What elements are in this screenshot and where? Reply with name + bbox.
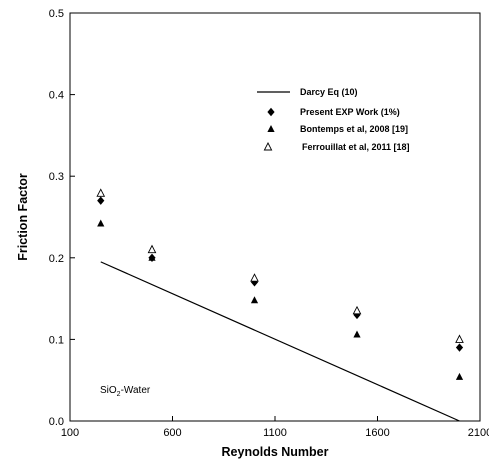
legend-label: Present EXP Work (1%) — [300, 107, 400, 117]
y-tick-label: 0.1 — [49, 334, 64, 346]
data-point-series-1 — [97, 196, 105, 205]
data-point-series-2 — [250, 296, 259, 304]
chart-marks — [96, 188, 464, 422]
y-tick-label: 0.2 — [49, 253, 64, 265]
plot-frame — [69, 12, 481, 422]
data-point-series-3 — [147, 244, 157, 254]
data-point-series-3 — [352, 305, 362, 315]
legend-label: Bontemps et al, 2008 [19] — [300, 124, 408, 134]
annotation-main: SiO — [100, 385, 117, 396]
data-point-series-3 — [96, 188, 106, 197]
data-point-series-2 — [455, 372, 464, 380]
legend: Darcy Eq (10) Present EXP Work (1%) Bontem… — [257, 87, 410, 152]
data-point-series-1 — [455, 343, 464, 352]
annotation-subscript: 2 — [117, 391, 121, 398]
x-axis-title: Reynolds Number — [222, 445, 329, 459]
y-axis-title: Friction Factor — [16, 173, 30, 261]
legend-marker-swatch — [267, 125, 275, 132]
annotation-tail: -Water — [121, 385, 151, 396]
x-tick-label: 600 — [163, 427, 181, 439]
series-line-darcy — [100, 261, 460, 422]
legend-marker-swatch — [263, 142, 273, 151]
x-tick-label: 100 — [61, 427, 79, 439]
data-point-series-3 — [455, 334, 464, 343]
legend-label: Ferrouillat et al, 2011 [18] — [302, 142, 410, 152]
data-point-series-2 — [353, 330, 361, 338]
data-point-series-2 — [148, 253, 156, 261]
y-tick-label: 0.5 — [49, 8, 64, 20]
x-tick-label: 1600 — [365, 427, 389, 439]
data-point-series-3 — [250, 273, 259, 282]
legend-marker-swatch — [267, 107, 275, 117]
annotation-sio2-water: SiO2-Water — [100, 385, 151, 398]
y-tick-label: 0.4 — [49, 90, 64, 102]
y-tick-label: 0.3 — [49, 171, 64, 183]
x-tick-label: 1100 — [263, 427, 287, 439]
data-point-series-2 — [97, 219, 105, 227]
legend-label: Darcy Eq (10) — [300, 87, 358, 97]
y-tick-label: 0.0 — [49, 416, 64, 428]
